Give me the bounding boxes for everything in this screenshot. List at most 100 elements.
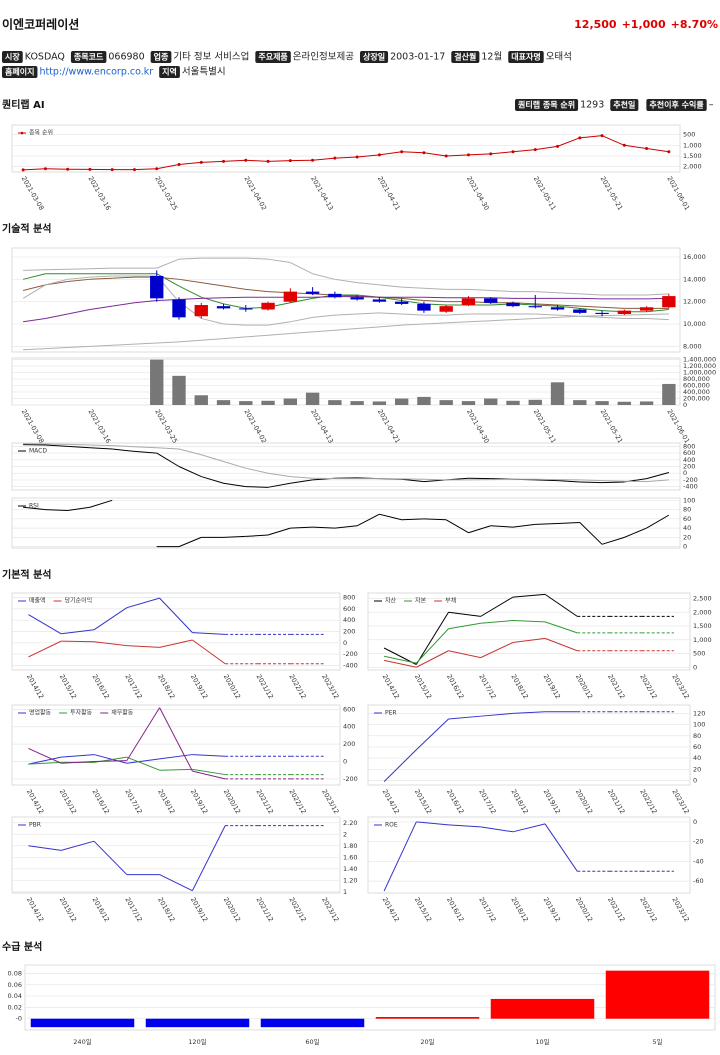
y-tick-label: 60 — [693, 743, 701, 751]
candle-body — [440, 306, 453, 312]
candle-body — [373, 299, 386, 301]
y-tick-label: 800 — [683, 442, 695, 450]
candle-body — [417, 304, 430, 311]
tag-label: 홈페이지 — [5, 67, 34, 77]
candle-body — [328, 294, 341, 297]
candle-body — [239, 308, 252, 309]
point — [556, 145, 559, 148]
bar — [595, 401, 608, 405]
tag-label: 지역 — [162, 67, 177, 77]
point — [645, 147, 648, 150]
line-segment — [424, 297, 446, 298]
x-tick-label: 2015/12 — [58, 788, 78, 815]
legend-label: MACD — [29, 448, 47, 455]
point — [623, 144, 626, 147]
point — [267, 160, 270, 163]
line-segment — [580, 298, 602, 299]
x-tick-label: 20일 — [420, 1037, 434, 1046]
point — [311, 159, 314, 162]
legend-label: 자본 — [415, 597, 427, 605]
y-tick-label: 60 — [683, 515, 691, 523]
bar — [551, 382, 564, 405]
y-tick-label: 40 — [683, 524, 691, 532]
x-tick-label: 2021/12 — [606, 788, 626, 815]
line-segment — [357, 297, 379, 298]
x-tick-label: 2019/12 — [189, 673, 209, 700]
x-tick-label: 2021/12 — [255, 673, 275, 700]
x-tick-label: 2021-04-30 — [465, 408, 491, 445]
tag-label: 추천일 — [613, 100, 635, 110]
x-tick-label: 2021-06-01 — [665, 175, 691, 212]
x-tick-label: 2017/12 — [123, 788, 143, 815]
line-segment — [90, 268, 112, 269]
line-segment — [580, 482, 602, 483]
x-tick-label: 2022/12 — [287, 788, 307, 815]
x-tick-label: 2017/12 — [477, 673, 497, 700]
point — [667, 150, 670, 153]
x-tick-label: 2014/12 — [25, 788, 45, 815]
bar — [506, 401, 519, 405]
price-price: 12,500 — [574, 18, 617, 31]
tag-label: 주요제품 — [258, 52, 288, 62]
x-tick-label: 2022/12 — [287, 896, 307, 923]
x-tick-label: 2021-03-16 — [86, 175, 112, 212]
bar — [217, 400, 230, 405]
plot-area — [12, 125, 680, 172]
x-tick-label: 2023/12 — [320, 673, 340, 700]
point — [222, 160, 225, 163]
tag-label: 종목코드 — [74, 53, 104, 62]
x-tick-label: 240일 — [73, 1037, 91, 1046]
y-tick-label: 100 — [683, 496, 695, 504]
x-tick-label: 2021-03-08 — [20, 408, 46, 445]
point — [66, 168, 69, 171]
bar — [146, 1019, 250, 1027]
tag-value: 12월 — [481, 51, 502, 63]
line-segment — [61, 641, 94, 642]
x-tick-label: 2023/12 — [320, 896, 340, 923]
x-tick-label: 2021-03-08 — [20, 175, 46, 212]
candle-body — [462, 298, 475, 305]
y-tick-label: 0 — [683, 543, 687, 551]
x-tick-label: 2016/12 — [445, 788, 465, 815]
y-tick-label: 20 — [693, 765, 701, 773]
x-tick-label: 2019/12 — [542, 788, 562, 815]
x-tick-label: 2021-04-30 — [465, 175, 491, 212]
point — [44, 167, 47, 170]
bar — [284, 399, 297, 405]
line-segment — [647, 314, 669, 315]
tag-label: 퀀티랩 종목 순위 — [518, 100, 575, 110]
x-tick-label: 2014/12 — [25, 896, 45, 923]
x-tick-label: 2016/12 — [445, 673, 465, 700]
y-tick-label: 500 — [693, 650, 705, 658]
point — [422, 151, 425, 154]
y-tick-label: 1 — [343, 888, 347, 896]
candle-body — [640, 307, 653, 310]
legend-label: 매출액 — [29, 597, 46, 605]
tag-label: 추천이후 수익률 — [649, 100, 704, 110]
legend-label: PBR — [29, 822, 41, 829]
line-segment — [602, 481, 624, 482]
bar — [376, 1017, 480, 1019]
x-tick-label: 2020/12 — [222, 673, 242, 700]
point — [378, 153, 381, 156]
x-tick-label: 2021/12 — [255, 788, 275, 815]
candle-body — [395, 302, 408, 304]
y-tick-label: -400 — [343, 661, 358, 669]
line-segment — [580, 480, 602, 481]
y-tick-label: 0 — [343, 639, 347, 647]
x-tick-label: 2018/12 — [509, 788, 529, 815]
line-segment — [246, 487, 268, 488]
bar — [440, 400, 453, 405]
y-tick-label: 600 — [343, 605, 355, 613]
x-tick-label: 2015/12 — [413, 673, 433, 700]
bar — [261, 401, 274, 405]
y-tick-label: 14,000 — [683, 275, 706, 283]
y-tick-label: -20 — [693, 838, 704, 846]
legend-label: PER — [385, 710, 397, 717]
candle-body — [529, 306, 542, 307]
x-tick-label: 10일 — [535, 1037, 549, 1046]
x-tick-label: 2020/12 — [222, 896, 242, 923]
point — [356, 156, 359, 159]
y-tick-label: 80 — [683, 506, 691, 514]
